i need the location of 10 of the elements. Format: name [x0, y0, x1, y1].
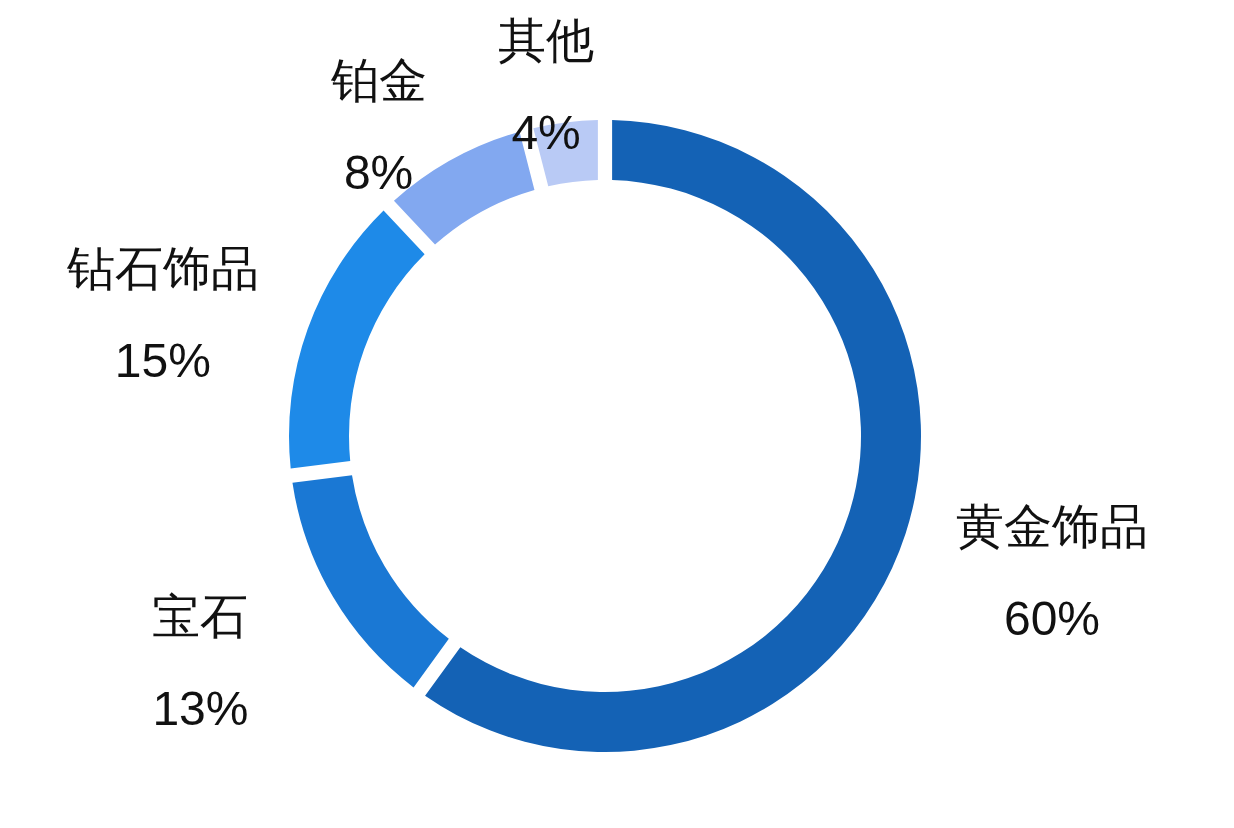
data-label: 15%	[114, 334, 211, 388]
data-label: 4%	[511, 105, 581, 159]
data-label: 8%	[343, 146, 414, 200]
slice-label: 铂金	[329, 54, 427, 108]
data-label: 60%	[1003, 592, 1101, 646]
slice-label: 黄金饰品	[956, 500, 1148, 554]
slice-label: 钻石饰品	[65, 242, 259, 296]
slice-label: 宝石	[152, 590, 249, 644]
slice-label: 其他	[498, 13, 595, 67]
data-label: 13%	[152, 682, 249, 736]
